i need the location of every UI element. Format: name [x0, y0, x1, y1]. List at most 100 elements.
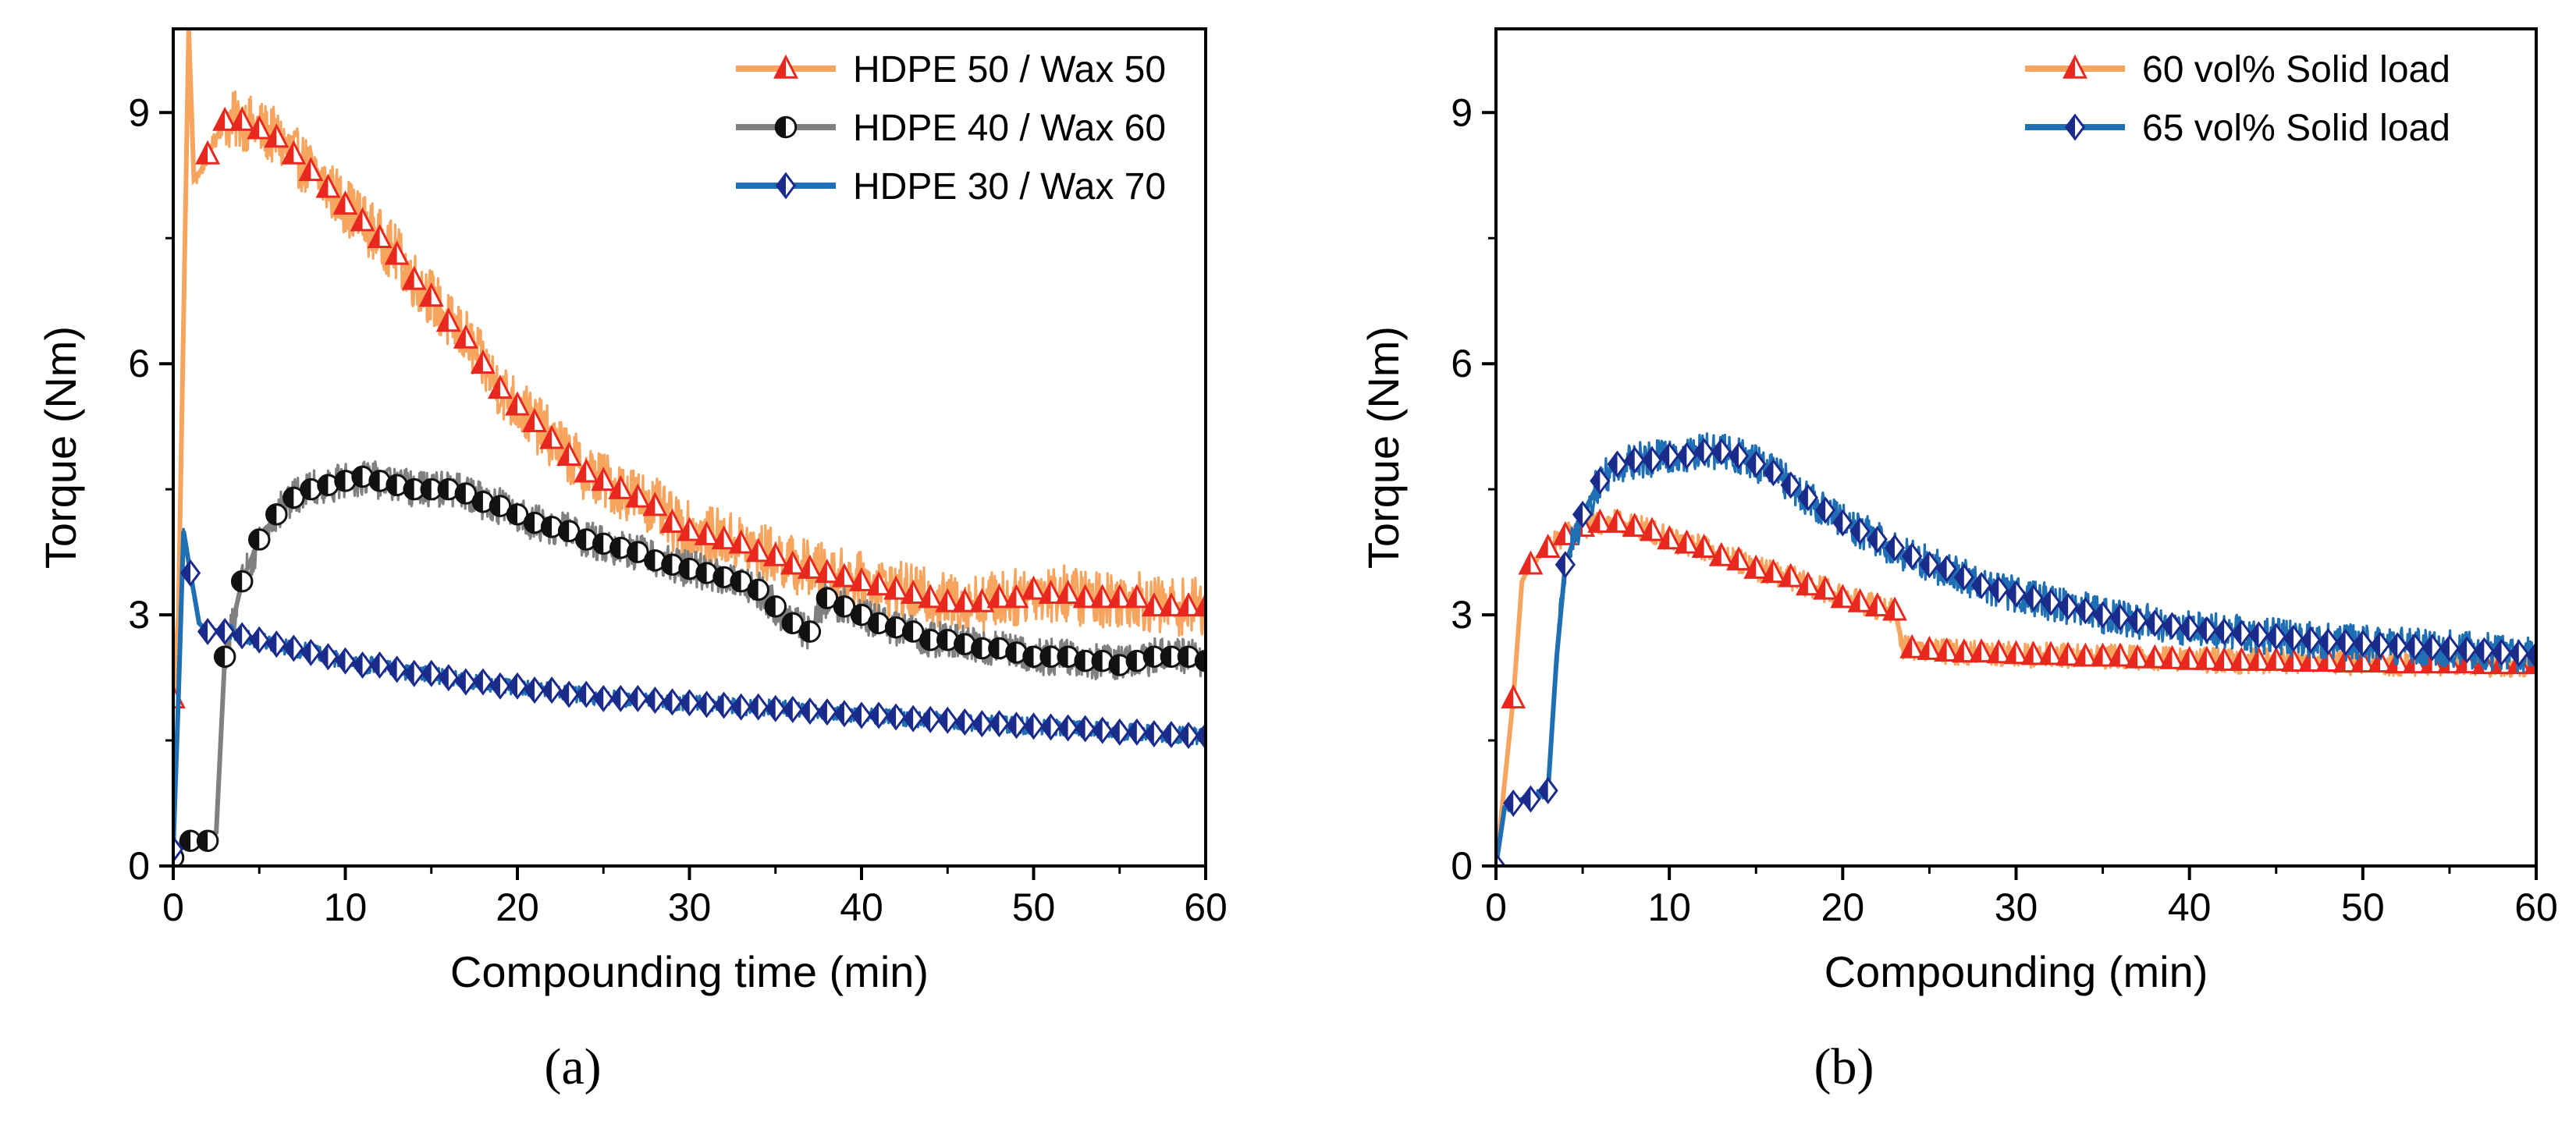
data-point	[2263, 646, 2289, 671]
data-point	[332, 190, 358, 215]
data-point	[712, 566, 735, 589]
y-tick-label: 6	[1451, 342, 1473, 385]
data-point	[315, 173, 341, 198]
data-point	[610, 684, 631, 712]
data-point	[798, 620, 822, 643]
data-point	[918, 584, 943, 609]
chart-panel-b: 0 10 20 30 40 50 60 0 3 6 9 Compounding (min) Torque…	[1359, 27, 2558, 996]
series-2	[1496, 432, 2536, 866]
x-tick-label: 30	[668, 885, 712, 929]
data-point	[1004, 584, 1029, 609]
data-point	[883, 575, 909, 600]
data-point	[1193, 592, 1206, 617]
data-point	[540, 516, 563, 538]
data-point	[195, 140, 221, 165]
data-point	[711, 525, 737, 550]
x-tick-label: 20	[496, 885, 539, 929]
data-point	[2404, 633, 2425, 661]
data-point	[505, 391, 530, 416]
data-point	[506, 503, 529, 526]
data-point	[901, 620, 925, 643]
data-point	[524, 676, 545, 704]
data-point	[2283, 624, 2304, 652]
data-point	[1832, 509, 1853, 537]
data-point	[1142, 645, 1166, 668]
x-tick-label: 30	[1995, 885, 2038, 929]
data-point	[918, 629, 942, 651]
data-point	[1089, 584, 1115, 609]
data-point	[282, 486, 305, 509]
data-point	[1780, 471, 1801, 499]
data-point	[2162, 612, 2183, 640]
legend-label: 65 vol% Solid load	[2142, 108, 2450, 149]
data-point	[418, 282, 444, 307]
data-point	[591, 467, 616, 492]
data-point	[522, 408, 548, 433]
data-point	[1622, 513, 1647, 538]
legend-item: 65 vol% Solid load	[2025, 108, 2450, 149]
data-point	[2142, 644, 2168, 669]
data-point	[300, 638, 322, 666]
data-point	[625, 483, 651, 508]
data-point	[1158, 592, 1184, 617]
data-point	[229, 106, 255, 131]
data-point	[318, 643, 339, 671]
data-point	[920, 705, 941, 733]
data-point	[849, 566, 874, 591]
data-point	[762, 541, 788, 566]
data-point	[2457, 636, 2478, 664]
data-point	[2038, 641, 2063, 665]
data-point	[470, 349, 496, 374]
data-point	[335, 647, 356, 675]
data-point	[248, 528, 271, 551]
x-axis-label: Compounding (min)	[1825, 947, 2208, 996]
data-point	[1177, 645, 1200, 668]
data-point	[179, 559, 201, 587]
data-point	[1075, 715, 1096, 743]
y-axis-label: Torque (Nm)	[1359, 326, 1408, 569]
data-point	[1919, 551, 1940, 579]
data-point	[352, 651, 373, 679]
data-point	[1639, 516, 1665, 541]
y-tick-label: 6	[128, 342, 150, 385]
data-point	[765, 694, 786, 722]
y-axis-label: Torque (Nm)	[36, 326, 85, 569]
series-2	[173, 460, 1206, 866]
data-point	[230, 570, 254, 593]
data-point	[1899, 633, 1925, 658]
data-point	[1021, 575, 1046, 600]
data-point	[173, 836, 184, 864]
data-point	[1535, 533, 1561, 559]
data-point	[1108, 654, 1131, 676]
data-point	[1537, 776, 1558, 804]
data-point	[935, 587, 961, 612]
data-point	[2335, 629, 2356, 657]
series-3	[173, 527, 1206, 864]
data-point	[2248, 621, 2269, 649]
data-point	[1657, 525, 1682, 550]
data-point	[1039, 645, 1062, 668]
x-tick-label: 10	[324, 885, 368, 929]
y-tick-label: 3	[1451, 593, 1473, 637]
data-point	[2092, 601, 2113, 629]
data-point	[747, 578, 769, 602]
data-point	[2006, 580, 2027, 608]
data-point	[627, 541, 649, 563]
data-point	[797, 554, 823, 579]
data-point	[215, 618, 236, 646]
data-point	[2075, 597, 2096, 625]
data-point	[1934, 637, 1960, 662]
data-point	[2508, 639, 2529, 667]
data-point	[2352, 630, 2373, 658]
data-point	[2055, 641, 2081, 666]
data-point	[1604, 508, 1630, 533]
data-point	[576, 680, 597, 708]
series-band	[1496, 509, 2536, 865]
data-point	[678, 557, 701, 580]
data-point	[1728, 442, 1750, 470]
data-point	[866, 571, 892, 596]
data-point	[435, 307, 461, 332]
data-point	[213, 645, 236, 668]
data-point	[1708, 541, 1734, 566]
data-point	[937, 706, 958, 734]
